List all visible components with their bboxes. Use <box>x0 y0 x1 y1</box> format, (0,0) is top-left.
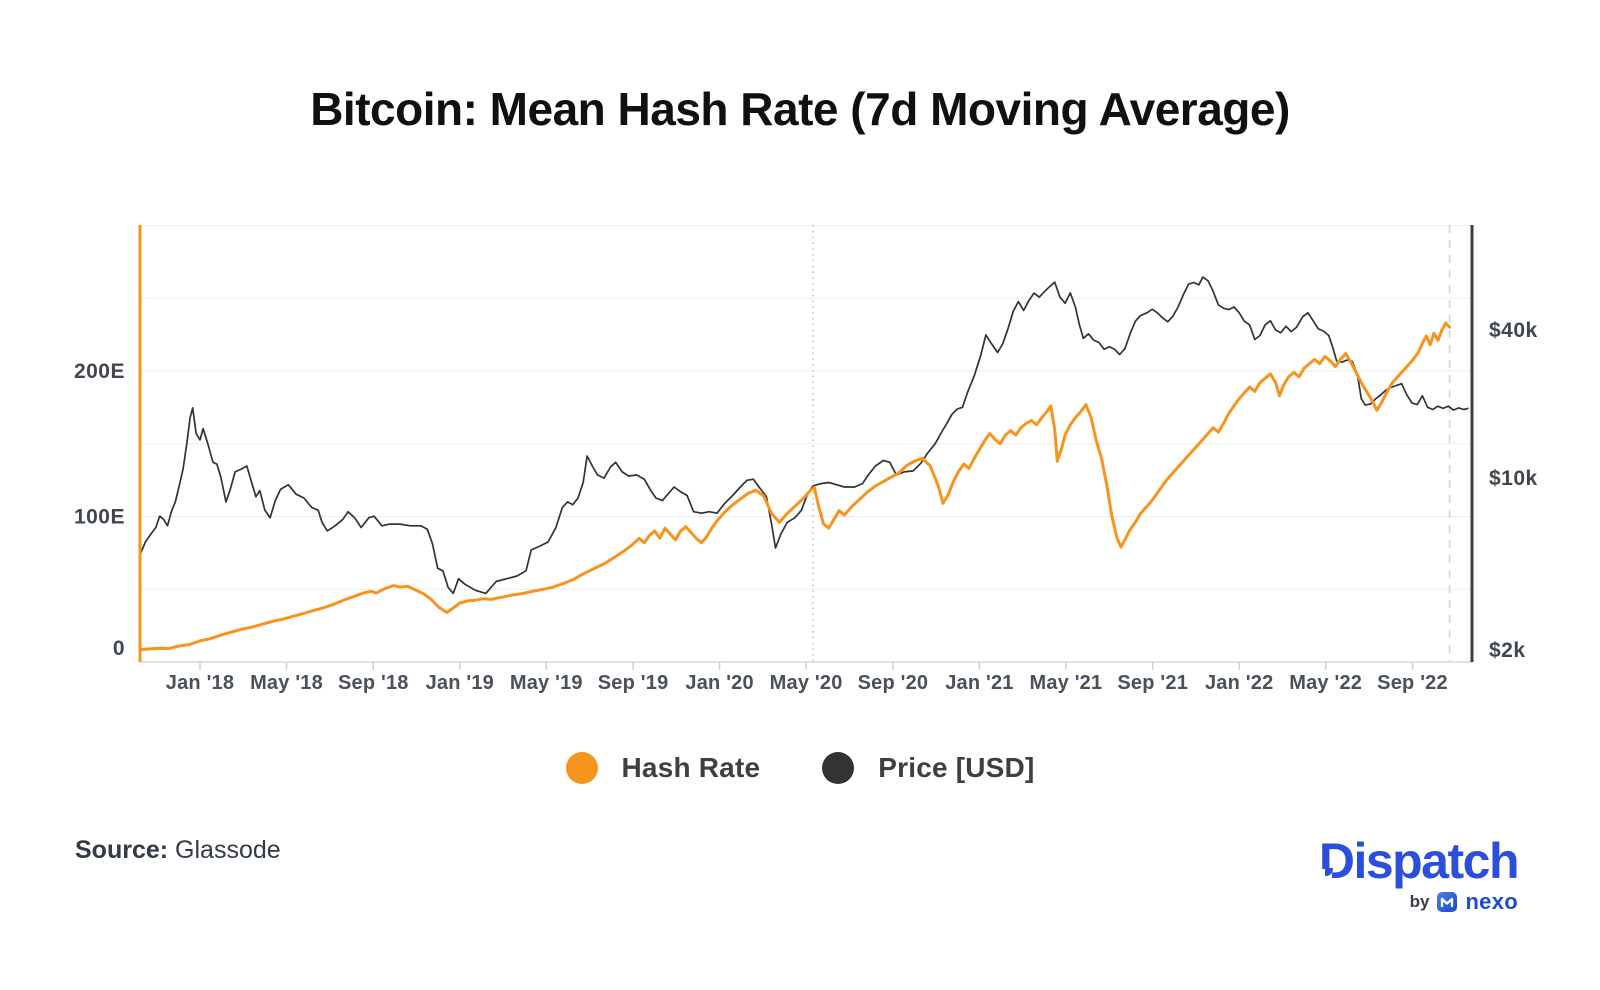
x-axis-tick-label: May '21 <box>1029 672 1102 694</box>
left-axis-tick-label: 100E <box>74 506 125 529</box>
x-axis-tick-label: Jan '22 <box>1205 672 1273 694</box>
right-axis-tick-label: $2k <box>1489 639 1526 662</box>
x-axis-tick-label: Sep '20 <box>858 672 929 694</box>
price-legend-dot <box>822 752 855 784</box>
nexo-wordmark: nexo <box>1465 889 1518 914</box>
right-axis-tick-label: $10k <box>1489 467 1538 490</box>
dispatch-logo-notch-dot <box>1324 868 1333 876</box>
x-axis-tick-label: Jan '21 <box>945 672 1013 694</box>
source-line: Source: Glassode <box>75 836 281 865</box>
left-axis-tick-label: 200E <box>74 360 125 383</box>
dispatch-logo: D ispatch <box>1318 833 1519 889</box>
x-axis-tick-label: May '18 <box>250 672 323 694</box>
hash-rate-legend-dot <box>565 752 598 784</box>
x-axis-tick-label: Jan '19 <box>426 672 494 694</box>
dispatch-logo-rest: ispatch <box>1353 833 1519 889</box>
source-name: Glassode <box>175 836 281 864</box>
x-axis-tick-label: Sep '19 <box>598 672 669 694</box>
legend: Hash Rate Price [USD] <box>0 752 1600 784</box>
legend-item-price: Price [USD] <box>822 752 1034 784</box>
price-legend-label: Price [USD] <box>878 752 1035 783</box>
x-axis-tick-label: Sep '18 <box>338 672 409 694</box>
hash-rate-legend-label: Hash Rate <box>621 752 761 783</box>
brand-block: D ispatch by nexo <box>1318 833 1519 915</box>
nexo-icon <box>1437 892 1458 912</box>
price-line <box>139 276 1469 595</box>
right-axis-tick-label: $40k <box>1489 319 1538 342</box>
byline: by nexo <box>1319 889 1518 915</box>
hash-rate-line <box>138 321 1452 652</box>
left-axis-tick-label: 0 <box>113 637 125 660</box>
source-label: Source: <box>75 836 169 864</box>
dispatch-logo-initial: D <box>1318 833 1355 889</box>
x-axis-tick-label: May '20 <box>770 672 843 694</box>
x-axis-tick-label: Sep '21 <box>1117 672 1188 694</box>
x-axis-tick-label: Sep '22 <box>1377 672 1448 694</box>
x-axis-tick-label: Jan '20 <box>685 672 753 694</box>
legend-item-hash-rate: Hash Rate <box>565 752 761 784</box>
hashrate-price-chart: Jan '18 May '18 Sep '18 Jan '19 May '19 Sep '… <box>74 225 1538 694</box>
byline-prefix: by <box>1409 892 1430 911</box>
x-axis-tick-label: May '19 <box>510 672 583 694</box>
x-axis-tick-label: May '22 <box>1289 672 1362 694</box>
x-axis-tick-label: Jan '18 <box>166 672 234 694</box>
chart-title: Bitcoin: Mean Hash Rate (7d Moving Avera… <box>310 83 1290 135</box>
